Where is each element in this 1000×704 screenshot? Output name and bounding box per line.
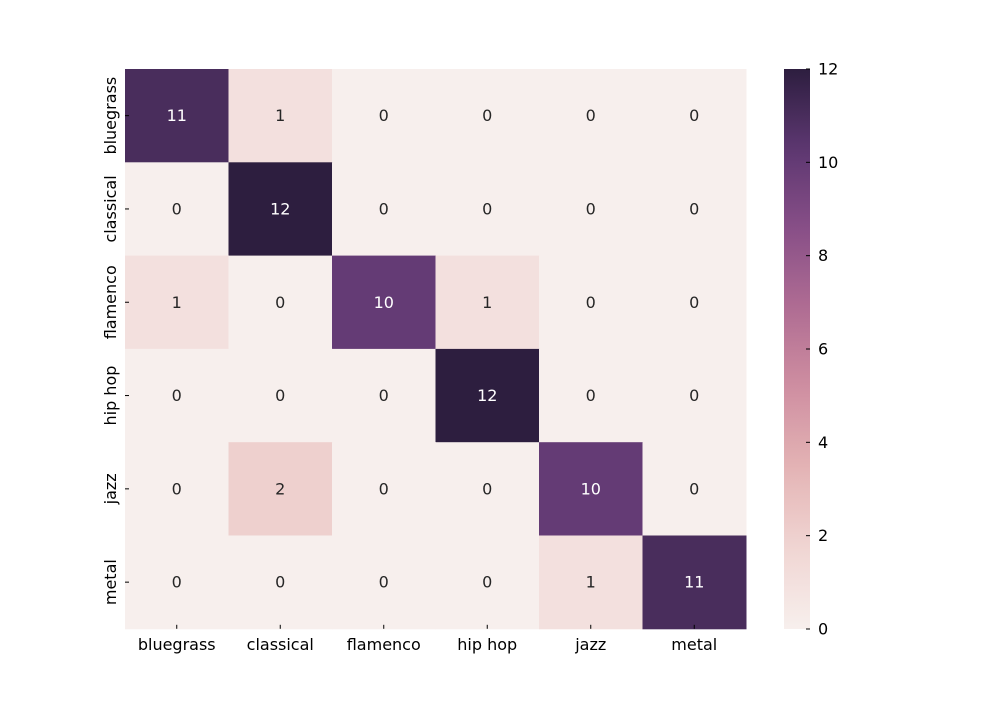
heatmap-cell — [125, 162, 229, 257]
heatmap-cells — [125, 69, 747, 630]
colorbar-tick-label: 6 — [818, 340, 828, 359]
x-axis: bluegrass classical flamenco hip hop jazz met… — [138, 624, 717, 654]
cell-value-label: 0 — [275, 386, 285, 405]
cell-value-label: 1 — [586, 573, 596, 592]
heatmap-cell — [332, 535, 436, 630]
heatmap-cell — [228, 442, 333, 536]
cell-value-label: 0 — [482, 479, 492, 498]
cell-value-label: 11 — [684, 573, 704, 592]
cell-value-label: 12 — [270, 199, 290, 218]
colorbar-tick-label: 4 — [818, 433, 828, 452]
heatmap-cell — [228, 255, 333, 350]
heatmap-cell — [332, 162, 436, 257]
cell-value-label: 0 — [379, 573, 389, 592]
heatmap-cell — [435, 348, 540, 443]
heatmap-cell — [539, 69, 643, 163]
cell-value-label: 12 — [477, 386, 497, 405]
x-tick-label: hip hop — [457, 635, 517, 654]
x-tick-label: jazz — [574, 635, 606, 654]
cell-value-label: 0 — [689, 386, 699, 405]
colorbar-tick-label: 8 — [818, 246, 828, 265]
cell-value-label: 0 — [689, 199, 699, 218]
colorbar-tick-label: 2 — [818, 526, 828, 545]
colorbar-tick-label: 0 — [818, 620, 828, 639]
colorbar: 0 2 4 6 8 10 12 — [784, 60, 838, 639]
heatmap-cell — [435, 69, 540, 163]
cell-value-label: 0 — [586, 386, 596, 405]
cell-value-label: 0 — [689, 106, 699, 125]
heatmap-cell — [228, 535, 333, 630]
cell-value-label: 0 — [379, 106, 389, 125]
cell-value-label: 0 — [689, 293, 699, 312]
heatmap-cell — [642, 535, 747, 630]
y-tick-label: hip hop — [101, 366, 120, 426]
x-tick-label: classical — [247, 635, 314, 654]
heatmap-cell — [435, 535, 540, 630]
x-tick-label: metal — [671, 635, 717, 654]
heatmap-cell — [228, 162, 333, 257]
cell-value-label: 0 — [482, 573, 492, 592]
y-axis: bluegrass classical flamenco hip hop jazz met… — [101, 77, 129, 605]
y-tick-label: jazz — [101, 473, 120, 505]
heatmap-cell — [539, 348, 643, 443]
cell-value-label: 0 — [275, 293, 285, 312]
y-tick-label: classical — [101, 175, 120, 242]
cell-value-label: 0 — [689, 479, 699, 498]
heatmap-cell — [125, 442, 229, 536]
cell-value-label: 1 — [275, 106, 285, 125]
heatmap-cell — [435, 442, 540, 536]
heatmap-cell — [125, 255, 229, 350]
cell-value-label: 0 — [379, 199, 389, 218]
cell-value-label: 10 — [374, 293, 394, 312]
heatmap-cell — [435, 255, 540, 350]
heatmap-cell — [228, 348, 333, 443]
y-tick-label: flamenco — [101, 265, 120, 339]
x-tick-label: bluegrass — [138, 635, 216, 654]
heatmap-cell — [642, 255, 747, 350]
cell-value-label: 0 — [275, 573, 285, 592]
heatmap-cell — [539, 162, 643, 257]
cell-value-label: 0 — [379, 386, 389, 405]
cell-value-label: 0 — [172, 199, 182, 218]
cell-value-label: 0 — [586, 293, 596, 312]
heatmap-cell — [539, 535, 643, 630]
cell-value-label: 0 — [172, 573, 182, 592]
x-tick-label: flamenco — [347, 635, 421, 654]
heatmap-cell — [332, 69, 436, 163]
cell-annotations: 11 1 0 0 0 00 12 0 0 0 01 0 10 1 0 00 0 0 12 0 00 2 0 0 10 00 0 0 0 1… — [167, 106, 705, 592]
heatmap-cell — [332, 348, 436, 443]
colorbar-tick-label: 12 — [818, 60, 838, 79]
heatmap-cell — [539, 442, 643, 536]
cell-value-label: 1 — [482, 293, 492, 312]
heatmap-cell — [642, 69, 747, 163]
cell-value-label: 0 — [586, 199, 596, 218]
heatmap-cell — [642, 162, 747, 257]
heatmap-cell — [125, 69, 229, 163]
heatmap-cell — [332, 442, 436, 536]
y-tick-label: metal — [101, 559, 120, 605]
cell-value-label: 0 — [482, 199, 492, 218]
cell-value-label: 11 — [167, 106, 187, 125]
heatmap-cell — [332, 255, 436, 350]
heatmap-cell — [539, 255, 643, 350]
cell-value-label: 2 — [275, 479, 285, 498]
heatmap-cell — [228, 69, 333, 163]
heatmap-cell — [642, 348, 747, 443]
colorbar-tick-label: 10 — [818, 153, 838, 172]
cell-value-label: 0 — [586, 106, 596, 125]
heatmap-cell — [642, 442, 747, 536]
heatmap-cell — [125, 535, 229, 630]
y-tick-label: bluegrass — [101, 77, 120, 155]
cell-value-label: 0 — [482, 106, 492, 125]
colorbar-gradient — [784, 69, 810, 629]
cell-value-label: 0 — [379, 479, 389, 498]
cell-value-label: 0 — [172, 386, 182, 405]
heatmap-cell — [435, 162, 540, 257]
cell-value-label: 10 — [581, 479, 601, 498]
cell-value-label: 1 — [172, 293, 182, 312]
heatmap-cell — [125, 348, 229, 443]
cell-value-label: 0 — [172, 479, 182, 498]
